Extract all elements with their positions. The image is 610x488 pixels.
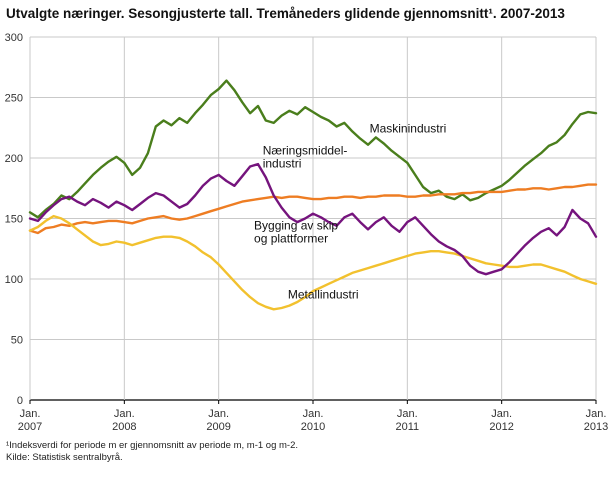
series-line-metallindustri (28, 214, 598, 311)
y-tick-label: 200 (5, 153, 23, 165)
series-line-maskinindustri (28, 78, 598, 219)
y-tick-label: 150 (5, 213, 23, 225)
line-chart: 050100150200250300Jan.2007Jan.2008Jan.20… (5, 32, 609, 433)
chart-title: Utvalgte næringer. Sesongjusterte tall. … (6, 6, 565, 21)
series-label-bygging-av-skip-og-plattformer: Bygging av skip og plattformer (254, 218, 338, 245)
series-line-n-ringsmiddelindustri (28, 182, 598, 234)
x-tick-label-month: Jan. (114, 408, 135, 420)
x-tick-label-year: 2010 (301, 421, 325, 433)
x-tick-label-year: 2009 (206, 421, 230, 433)
y-tick-label: 250 (5, 92, 23, 104)
x-tick-label-year: 2007 (18, 421, 42, 433)
x-tick-label-month: Jan. (491, 408, 512, 420)
x-tick-label-month: Jan. (303, 408, 324, 420)
y-tick-label: 100 (5, 274, 23, 286)
source-note: Kilde: Statistisk sentralbyrå. (6, 452, 123, 464)
series-label-metallindustri: Metallindustri (288, 287, 359, 301)
series-label-maskinindustri: Maskinindustri (370, 121, 447, 135)
x-tick-label-month: Jan. (586, 408, 607, 420)
series-label-n-ringsmiddelindustri: Næringsmiddel-industri (263, 143, 348, 170)
y-tick-label: 0 (17, 395, 23, 407)
x-tick-label-year: 2011 (396, 421, 420, 433)
footnotes-block: ¹Indeksverdi for periode m er gjennomsni… (0, 440, 610, 465)
x-tick-label-year: 2008 (112, 421, 136, 433)
x-tick-label-month: Jan. (20, 408, 41, 420)
x-tick-label-month: Jan. (397, 408, 418, 420)
y-tick-label: 50 (11, 334, 23, 346)
x-tick-label-year: 2013 (584, 421, 608, 433)
x-tick-label-year: 2012 (489, 421, 513, 433)
series-line-bygging-av-skip-og-plattformer (28, 162, 598, 275)
footnote-definition: ¹Indeksverdi for periode m er gjennomsni… (6, 439, 298, 451)
x-tick-label-month: Jan. (208, 408, 229, 420)
y-tick-label: 300 (5, 32, 23, 44)
